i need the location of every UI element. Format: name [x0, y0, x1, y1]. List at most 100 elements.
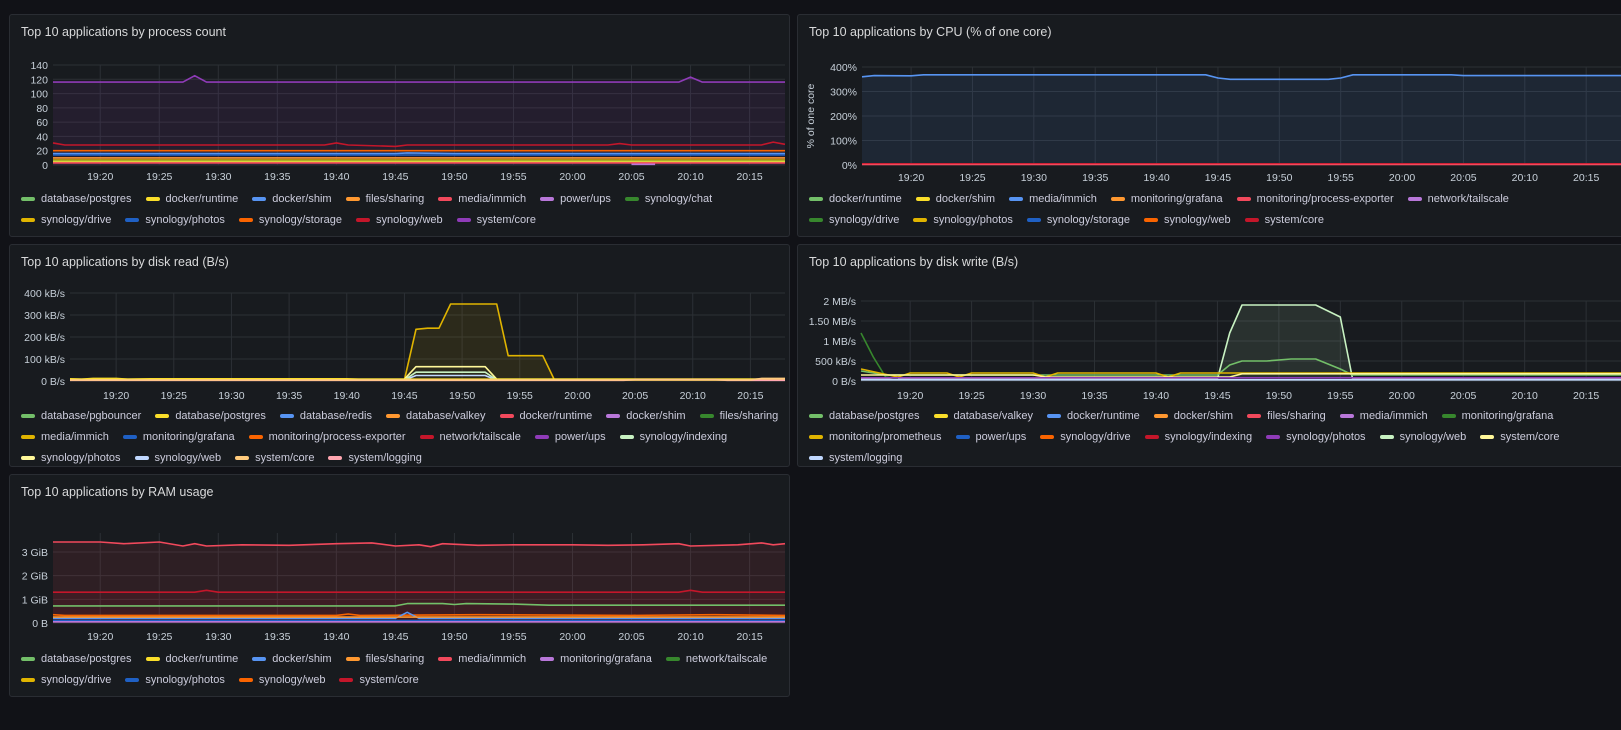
legend-item[interactable]: database/valkey [386, 409, 486, 422]
legend-item[interactable]: synology/web [1379, 430, 1466, 443]
chart-ram[interactable]: 0 B 1 GiB 2 GiB 3 GiB 19:20 19:25 19:30 19:35 19… [10, 475, 790, 650]
legend-item[interactable]: power/ups [955, 430, 1026, 443]
legend-item[interactable]: docker/shim [252, 652, 332, 665]
legend-item[interactable]: system/logging [328, 451, 422, 464]
panel-title[interactable]: Top 10 applications by disk read (B/s) [21, 255, 229, 269]
legend-item[interactable]: network/tailscale [419, 430, 521, 443]
legend-item[interactable]: network/tailscale [665, 652, 767, 665]
panel-cpu[interactable]: Top 10 applications by CPU (% of one cor… [797, 14, 1621, 237]
legend-item[interactable]: network/tailscale [1407, 192, 1509, 205]
legend-item[interactable]: system/core [235, 451, 314, 464]
legend-item[interactable]: monitoring/grafana [540, 652, 652, 665]
legend-swatch [1339, 413, 1354, 418]
legend-swatch [356, 217, 370, 222]
x-tick-label: 19:25 [146, 631, 172, 643]
legend-item[interactable]: docker/shim [606, 409, 686, 422]
legend-swatch [456, 217, 471, 222]
y-tick-label: 0 [42, 160, 48, 172]
legend-item[interactable]: power/ups [540, 192, 611, 205]
legend-item[interactable]: system/core [1480, 430, 1560, 443]
legend-swatch [125, 677, 140, 682]
legend-item[interactable]: monitoring/prometheus [809, 430, 942, 443]
legend-swatch [1441, 413, 1456, 418]
legend-item[interactable]: system/core [456, 213, 536, 226]
legend-item[interactable]: docker/runtime [1047, 409, 1140, 422]
legend-item[interactable]: docker/runtime [145, 192, 238, 205]
chart-disk-write[interactable]: 0 B/s 500 kB/s 1 MB/s 1.50 MB/s 2 MB/s 19:20 1… [798, 245, 1621, 405]
chart-cpu[interactable]: 0% 100% 200% 300% 400% 19:20 19:25 19:30 19:35 19… [798, 15, 1621, 185]
series-line [53, 152, 785, 155]
legend-item[interactable]: synology/indexing [619, 430, 727, 443]
legend-swatch [1144, 434, 1159, 439]
legend-item[interactable]: system/logging [809, 451, 902, 464]
x-tick-label: 19:50 [441, 631, 467, 643]
legend-item[interactable]: synology/indexing [1144, 430, 1252, 443]
legend-item[interactable]: synology/drive [21, 673, 111, 686]
legend-item[interactable]: media/immich [438, 192, 526, 205]
legend-item[interactable]: docker/shim [252, 192, 332, 205]
legend-item[interactable]: monitoring/grafana [1110, 192, 1223, 205]
legend-item[interactable]: files/sharing [699, 409, 778, 422]
legend-item[interactable]: synology/drive [809, 213, 899, 226]
legend-item[interactable]: docker/runtime [499, 409, 592, 422]
legend-swatch [540, 196, 555, 201]
y-tick-label: 300% [830, 87, 857, 99]
legend-item[interactable]: synology/photos [125, 213, 225, 226]
legend-item[interactable]: system/core [1244, 213, 1324, 226]
legend-item[interactable]: monitoring/grafana [1441, 409, 1553, 422]
legend-item[interactable]: synology/storage [238, 213, 342, 226]
legend-item[interactable]: synology/web [134, 451, 221, 464]
panel-title[interactable]: Top 10 applications by RAM usage [21, 485, 214, 499]
x-tick-label: 20:15 [1573, 172, 1599, 184]
legend-item[interactable]: synology/photos [21, 451, 121, 464]
legend-label: system/core [476, 213, 536, 226]
legend-item[interactable]: database/postgres [155, 409, 266, 422]
legend-item[interactable]: files/sharing [345, 192, 424, 205]
legend-item[interactable]: docker/shim [915, 192, 995, 205]
legend-item[interactable]: synology/photos [125, 673, 225, 686]
legend-item[interactable]: database/redis [279, 409, 372, 422]
legend-item[interactable]: synology/chat [624, 192, 712, 205]
chart-disk-read[interactable]: 0 B/s 100 kB/s 200 kB/s 300 kB/s 400 kB/s 19:… [10, 245, 790, 405]
legend-item[interactable]: media/immich [438, 652, 526, 665]
legend-item[interactable]: system/core [339, 673, 419, 686]
x-tick-label: 19:45 [391, 390, 417, 402]
legend-item[interactable]: synology/storage [1026, 213, 1130, 226]
chart-process-count[interactable]: 0 20 40 60 80 100 120 140 19:20 19:25 19:30 19:35 19… [10, 15, 790, 185]
legend-item[interactable]: synology/photos [913, 213, 1013, 226]
panel-title[interactable]: Top 10 applications by CPU (% of one cor… [809, 25, 1052, 39]
legend-item[interactable]: media/immich [21, 430, 109, 443]
legend-item[interactable]: docker/runtime [145, 652, 238, 665]
panel-ram[interactable]: Top 10 applications by RAM usage 0 B 1 Gi… [9, 474, 790, 697]
legend-label: database/pgbouncer [41, 409, 142, 422]
legend-item[interactable]: files/sharing [345, 652, 424, 665]
legend-item[interactable]: power/ups [534, 430, 606, 443]
panel-title[interactable]: Top 10 applications by disk write (B/s) [809, 255, 1019, 269]
legend-item[interactable]: media/immich [1339, 409, 1428, 422]
legend-item[interactable]: media/immich [1009, 192, 1097, 205]
legend-item[interactable]: synology/drive [21, 213, 111, 226]
legend-item[interactable]: database/postgres [21, 192, 132, 205]
legend-item[interactable]: docker/runtime [809, 192, 902, 205]
legend-item[interactable]: synology/photos [1266, 430, 1366, 443]
legend-item[interactable]: synology/web [1144, 213, 1231, 226]
y-tick-label: 0 B/s [41, 376, 65, 388]
panel-process-count[interactable]: Top 10 applications by process count 0 20… [9, 14, 790, 237]
legend-item[interactable]: monitoring/grafana [122, 430, 235, 443]
legend-item[interactable]: synology/drive [1040, 430, 1131, 443]
x-tick-label: 19:45 [382, 631, 408, 643]
legend-item[interactable]: monitoring/process-exporter [1236, 192, 1394, 205]
legend-item[interactable]: database/valkey [933, 409, 1033, 422]
panel-disk-read[interactable]: Top 10 applications by disk read (B/s) 0… [9, 244, 790, 467]
legend-item[interactable]: database/postgres [21, 652, 132, 665]
legend-item[interactable]: synology/web [238, 673, 325, 686]
panel-title[interactable]: Top 10 applications by process count [21, 25, 226, 39]
legend-item[interactable]: database/postgres [809, 409, 920, 422]
legend-item[interactable]: monitoring/process-exporter [248, 430, 406, 443]
legend-item[interactable]: docker/shim [1153, 409, 1233, 422]
legend-swatch [235, 455, 250, 460]
legend-item[interactable]: database/pgbouncer [21, 409, 141, 422]
legend-item[interactable]: synology/web [356, 213, 443, 226]
panel-disk-write[interactable]: Top 10 applications by disk write (B/s) … [797, 244, 1621, 467]
legend-item[interactable]: files/sharing [1247, 409, 1326, 422]
